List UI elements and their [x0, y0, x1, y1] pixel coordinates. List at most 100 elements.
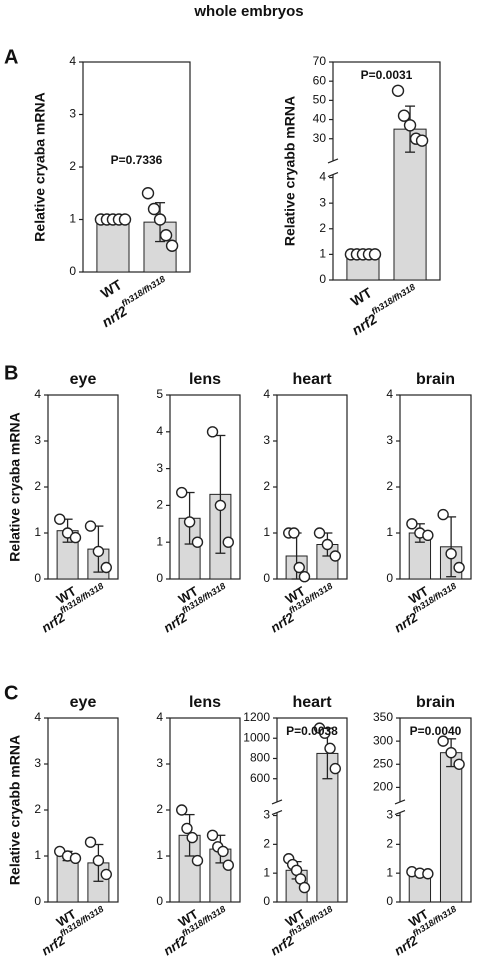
data-point — [141, 187, 155, 200]
axis-break — [394, 801, 406, 813]
axis-break-mark — [327, 171, 339, 178]
y-tick-label: 4 — [69, 54, 76, 68]
genotype: fh318/fh318 — [120, 274, 167, 309]
genotype: fh318/fh318 — [370, 282, 417, 317]
chart-title: eye — [70, 694, 97, 711]
chart-title: eye — [70, 371, 97, 388]
x-tick-label: WT — [98, 276, 125, 301]
chart-title: brain — [416, 371, 455, 388]
y-tick-label: 0 — [156, 571, 163, 585]
y-tick-label: 70 — [313, 54, 327, 68]
data-point — [321, 538, 334, 551]
y-tick-label: 0 — [263, 894, 270, 908]
y-tick-label: 250 — [373, 756, 393, 770]
y-tick-label: 1 — [156, 534, 163, 548]
y-axis-label: Relative cryabb mRNA — [282, 96, 298, 246]
data-point — [445, 548, 457, 560]
axis-break-mark — [271, 799, 283, 805]
data-point — [222, 536, 234, 548]
data-point — [298, 571, 311, 583]
data-point — [214, 499, 227, 512]
data-point — [191, 854, 204, 867]
data-point — [453, 561, 465, 574]
figure-title: whole embryos — [193, 3, 303, 20]
data-point — [368, 248, 382, 261]
y-tick-label: 0 — [386, 894, 393, 908]
axis-break-mark — [327, 158, 339, 164]
chart-title: lens — [189, 694, 221, 711]
data-point — [191, 536, 204, 548]
data-point — [222, 859, 234, 871]
y-tick-label: 1 — [386, 525, 393, 539]
data-point — [298, 881, 311, 894]
y-tick-label: 4 — [386, 387, 393, 401]
data-point — [397, 109, 411, 122]
y-tick-label: 350 — [373, 710, 393, 724]
y-tick-label: 5 — [156, 387, 163, 401]
y-tick-label: 1 — [319, 247, 326, 261]
p-value: P=0.0038 — [286, 724, 338, 738]
chart-title: brain — [416, 694, 455, 711]
y-tick-label: 3 — [34, 756, 41, 770]
data-point — [84, 520, 97, 532]
chart-title: heart — [292, 694, 332, 711]
y-tick-label: 3 — [386, 433, 393, 447]
y-tick-label: 4 — [263, 387, 270, 401]
data-point — [453, 758, 465, 770]
data-point — [92, 854, 105, 867]
data-point — [329, 762, 341, 775]
y-tick-label: 2 — [34, 479, 41, 493]
panel-label: B — [4, 362, 18, 384]
y-tick-label: 0 — [386, 571, 393, 585]
y-tick-label: 2 — [34, 802, 41, 816]
chart-title: lens — [189, 371, 221, 388]
data-point — [54, 513, 66, 525]
data-point — [147, 202, 161, 216]
y-tick-label: 0 — [156, 894, 163, 908]
y-tick-label: 4 — [319, 170, 326, 184]
y-tick-label: 1 — [156, 848, 163, 862]
x-tick-label: WT — [348, 284, 375, 309]
data-point — [186, 831, 198, 844]
y-tick-label: 2 — [386, 837, 393, 851]
plot-frame — [169, 394, 241, 580]
data-point — [437, 508, 449, 521]
data-point — [391, 84, 405, 97]
data-point — [69, 531, 82, 544]
y-tick-label: 600 — [250, 771, 270, 785]
data-point — [183, 516, 196, 528]
y-tick-label: 4 — [156, 710, 163, 724]
y-tick-label: 300 — [373, 733, 393, 747]
data-point — [176, 804, 188, 816]
y-tick-label: 0 — [34, 894, 41, 908]
y-tick-label: 1200 — [243, 710, 270, 724]
y-tick-label: 2 — [319, 221, 326, 235]
y-tick-label: 60 — [313, 73, 327, 87]
y-tick-label: 800 — [250, 751, 270, 765]
y-tick-label: 30 — [313, 131, 327, 145]
y-tick-label: 4 — [156, 424, 163, 438]
axis-break — [271, 801, 283, 813]
y-tick-label: 2 — [263, 479, 270, 493]
y-tick-label: 40 — [313, 112, 327, 126]
y-tick-label: 0 — [263, 571, 270, 585]
y-tick-label: 3 — [263, 433, 270, 447]
data-point — [84, 836, 97, 848]
y-tick-label: 3 — [156, 756, 163, 770]
data-point — [69, 852, 82, 864]
y-tick-label: 1000 — [243, 730, 270, 744]
y-tick-label: 3 — [34, 433, 41, 447]
panel-label: A — [4, 46, 18, 68]
y-tick-label: 1 — [263, 865, 270, 879]
y-axis-label: Relative cryaba mRNA — [32, 92, 48, 241]
data-point — [206, 426, 219, 438]
data-point — [181, 822, 193, 835]
axis-break — [327, 160, 339, 175]
p-value: P=0.7336 — [111, 153, 163, 167]
y-tick-label: 3 — [69, 107, 76, 121]
y-tick-label: 2 — [156, 802, 163, 816]
y-tick-label: 2 — [386, 479, 393, 493]
data-point — [100, 868, 112, 881]
y-tick-label: 1 — [263, 525, 270, 539]
